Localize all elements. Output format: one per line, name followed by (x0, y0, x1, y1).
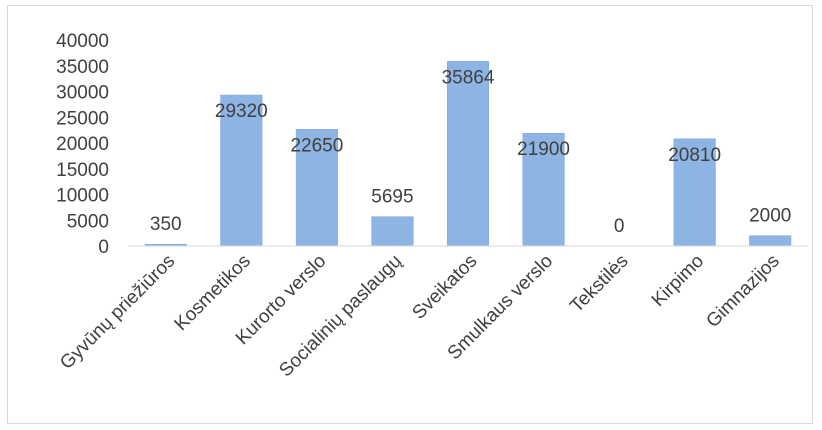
data-label: 29320 (215, 101, 268, 122)
bars (144, 61, 792, 247)
x-tick-label: Gyvūnų priežiūros (56, 251, 179, 374)
data-label: 22650 (290, 135, 343, 156)
y-tick-label: 5000 (67, 211, 109, 232)
y-tick-label: 40000 (56, 31, 109, 52)
data-label: 0 (614, 216, 625, 237)
bar (749, 235, 792, 247)
y-tick-label: 15000 (56, 160, 109, 181)
data-label: 350 (150, 214, 182, 235)
data-label: 35864 (442, 67, 495, 88)
bar (522, 132, 565, 247)
chart-frame: 0 5000 10000 15000 20000 25000 30000 35000 40000… (7, 5, 813, 424)
y-tick-label: 20000 (56, 134, 109, 155)
bar (673, 138, 716, 247)
y-tick-label: 10000 (56, 186, 109, 207)
data-label: 2000 (749, 206, 791, 227)
bar (446, 61, 490, 247)
x-tick-label: Gimnazijos (702, 251, 783, 332)
x-tick-label: Sveikatos (408, 251, 481, 324)
x-tick-label: Kirpimo (648, 251, 708, 311)
y-tick-label: 35000 (56, 57, 109, 78)
bar (220, 94, 263, 247)
y-tick-label: 30000 (56, 83, 109, 104)
data-label: 5695 (371, 187, 413, 208)
x-tick-label: Kosmetikos (171, 251, 255, 335)
y-tick-label: 25000 (56, 108, 109, 129)
data-labels: 350 29320 22650 5695 35864 21900 0 20810 2000 (150, 67, 791, 237)
y-tick-label: 0 (98, 237, 109, 258)
data-label: 20810 (668, 145, 721, 166)
y-axis-ticks: 0 5000 10000 15000 20000 25000 30000 35000 40000 (56, 31, 109, 258)
data-label: 21900 (517, 139, 570, 160)
bar (371, 216, 414, 247)
bar-chart: 0500010000150002000025000300003500040000… (56, 31, 808, 382)
x-tick-label: Tekstilės (566, 251, 632, 317)
